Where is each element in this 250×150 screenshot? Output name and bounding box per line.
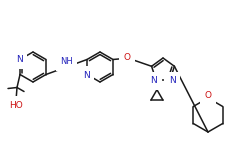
Text: N: N (16, 55, 22, 64)
Text: N: N (150, 76, 157, 85)
Text: NH: NH (60, 57, 73, 66)
Text: N: N (169, 76, 175, 85)
Text: O: O (124, 53, 130, 62)
Text: N: N (83, 71, 89, 80)
Text: O: O (204, 90, 212, 99)
Text: HO: HO (9, 101, 23, 110)
